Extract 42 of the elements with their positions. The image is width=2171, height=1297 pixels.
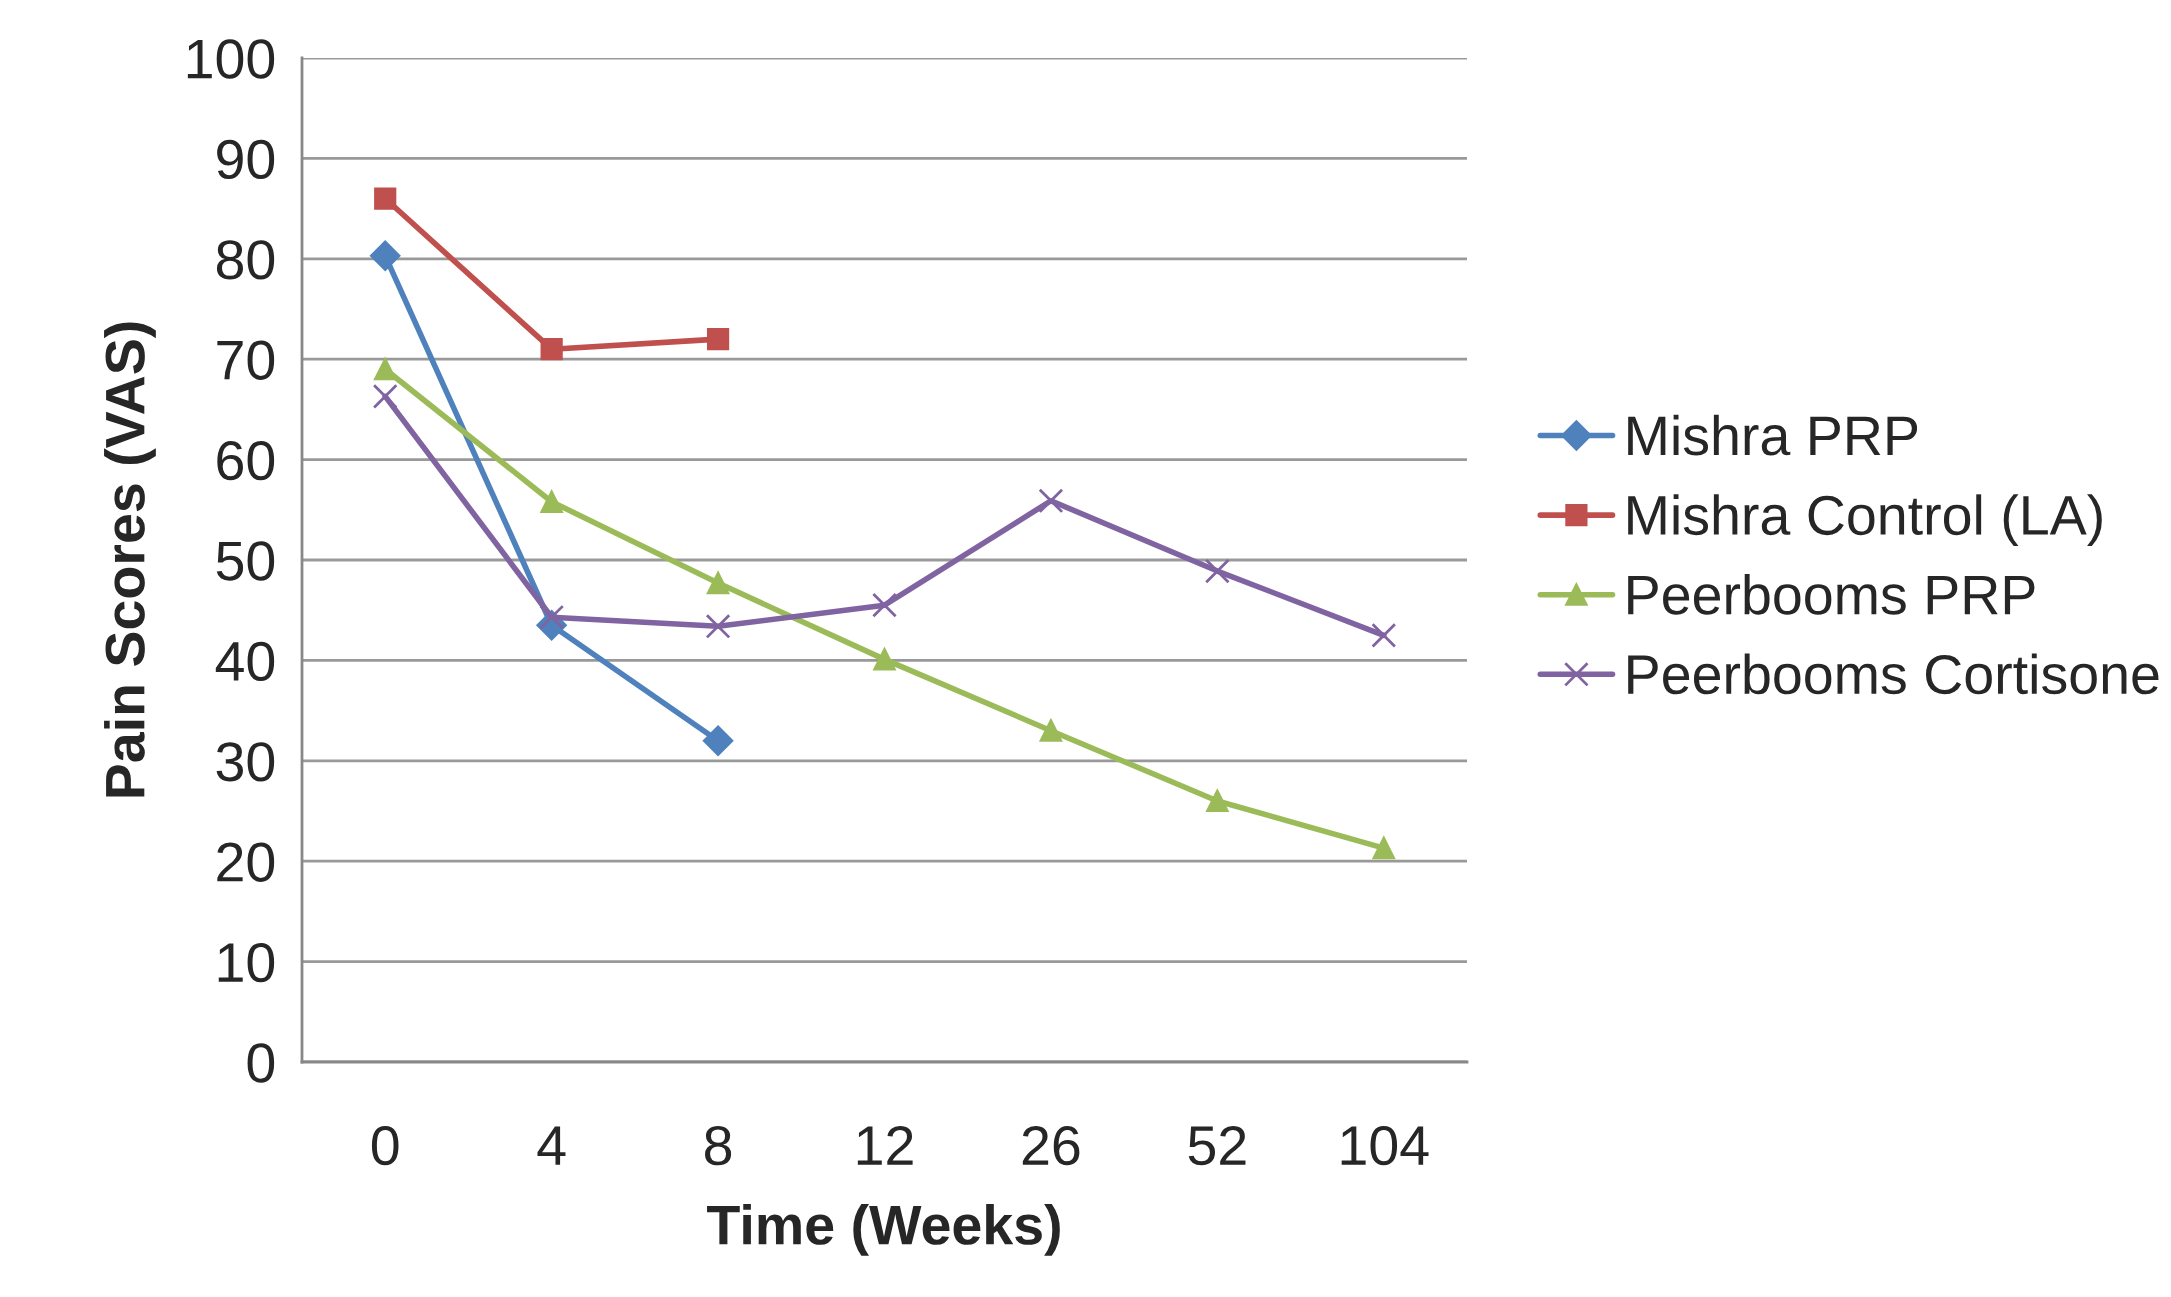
point: [1204, 558, 1230, 584]
point: [1039, 719, 1063, 742]
x-tick-label: 52: [1188, 1125, 1246, 1166]
y-tick-label: 40: [215, 641, 275, 682]
x-tick-label: 26: [1022, 1125, 1080, 1166]
point: [706, 571, 730, 595]
point: [372, 383, 398, 409]
point: [370, 240, 401, 271]
point: [540, 490, 563, 513]
y-tick-label: 100: [187, 39, 275, 79]
legend-label: Mishra PRP: [1628, 414, 1918, 456]
legend-label: Peerbooms PRP: [1628, 573, 2035, 615]
point: [374, 358, 397, 381]
x-tick-label: 12: [857, 1125, 913, 1165]
x-axis-title: Time (Weeks): [707, 1204, 1060, 1256]
y-axis-title: Pain Scores (VAS): [104, 322, 156, 797]
point: [1372, 837, 1395, 860]
x-tick-label: 4: [537, 1126, 566, 1165]
y-tick-label: 70: [217, 340, 275, 380]
legend-label: Peerbooms Cortisone: [1628, 653, 2159, 695]
point: [1038, 488, 1064, 514]
y-tick-label: 0: [247, 1043, 275, 1083]
y-tick-label: 30: [216, 742, 275, 782]
point: [873, 648, 896, 671]
legend-label: Mishra Control (LA): [1628, 494, 2102, 547]
y-tick-label: 50: [216, 541, 275, 581]
x-tick-label: 104: [1341, 1125, 1429, 1166]
point: [702, 725, 734, 756]
x-tick-label: 0: [371, 1125, 399, 1166]
y-tick-label: 10: [218, 942, 275, 983]
point: [872, 592, 897, 618]
y-tick-label: 90: [217, 139, 275, 180]
point: [374, 187, 397, 210]
y-tick-label: 80: [216, 240, 275, 280]
y-tick-label: 60: [217, 440, 275, 481]
point: [1371, 622, 1397, 648]
point: [540, 338, 563, 361]
point: [1206, 789, 1229, 813]
point: [705, 613, 731, 639]
x-tick-label: 8: [705, 1125, 732, 1166]
y-tick-label: 20: [217, 842, 275, 882]
point: [706, 328, 730, 351]
